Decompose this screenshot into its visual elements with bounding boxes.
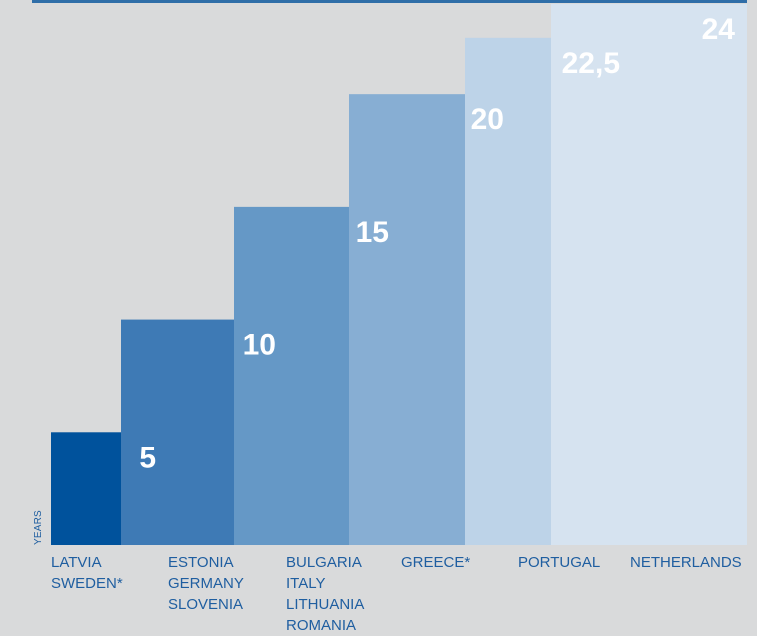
x-tick-label: GREECE*: [401, 552, 470, 573]
bar-value-label: 24: [702, 13, 736, 46]
x-tick-label: BULGARIA: [286, 552, 364, 573]
x-tick-label: LATVIA: [51, 552, 123, 573]
x-tick-label: GERMANY: [168, 573, 244, 594]
x-tick-label: NETHERLANDS: [630, 552, 742, 573]
bar-value-label: 22,5: [562, 47, 620, 80]
bar-value-label: 15: [356, 216, 389, 249]
bar-value-label: 10: [243, 329, 276, 362]
x-tick-label: ITALY: [286, 573, 364, 594]
x-tick-label-group: PORTUGAL: [518, 552, 600, 573]
x-tick-label-group: ESTONIA GERMANY SLOVENIA: [168, 552, 244, 615]
x-tick-label: SWEDEN*: [51, 573, 123, 594]
x-tick-label-group: LATVIA SWEDEN*: [51, 552, 123, 594]
x-tick-label: SLOVENIA: [168, 594, 244, 615]
bar-value-label: 5: [139, 441, 156, 474]
bar-value-label: 20: [471, 103, 504, 136]
x-tick-label: ROMANIA: [286, 615, 364, 636]
x-tick-label: ESTONIA: [168, 552, 244, 573]
x-tick-label-group: NETHERLANDS: [630, 552, 742, 573]
x-tick-label-group: BULGARIA ITALY LITHUANIA ROMANIA: [286, 552, 364, 636]
x-tick-label: LITHUANIA: [286, 594, 364, 615]
x-tick-label-group: GREECE*: [401, 552, 470, 573]
bar-6: [551, 4, 747, 545]
x-tick-label: PORTUGAL: [518, 552, 600, 573]
y-axis-label: YEARS: [33, 510, 44, 545]
